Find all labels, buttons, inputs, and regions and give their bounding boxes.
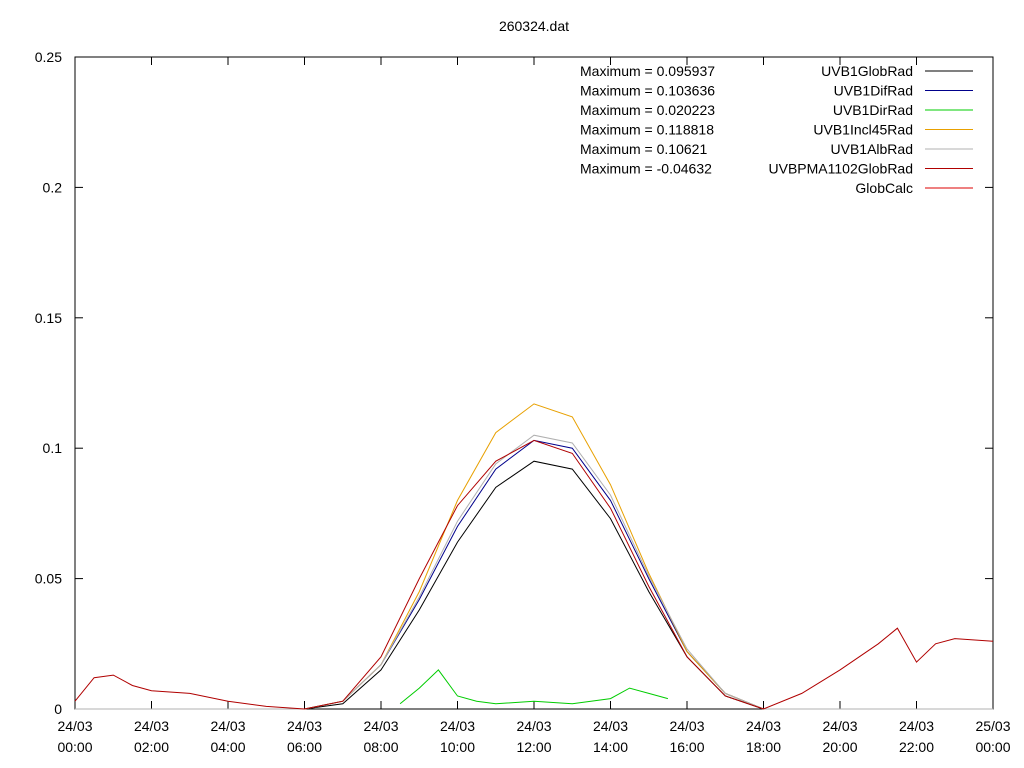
x-tick-label-date: 24/03	[593, 718, 628, 734]
series-line-uvbpma1102globrad	[74, 439, 994, 710]
legend-label: UVBPMA1102GlobRad	[769, 161, 913, 177]
series-line-uvb1dirrad	[399, 669, 669, 705]
chart-title: 260324.dat	[499, 18, 569, 34]
legend-label: UVB1AlbRad	[831, 141, 914, 157]
legend-label: UVB1DifRad	[834, 83, 913, 99]
legend: UVB1GlobRad UVB1DifRad UVB1DirRad UVB1Incl4…	[769, 63, 973, 196]
legend-label: UVB1DirRad	[833, 102, 913, 118]
y-tick-label: 0.2	[43, 179, 63, 195]
x-tick-label-time: 16:00	[669, 739, 704, 755]
max-annotations: Maximum = 0.095937 Maximum = 0.103636 Maxi…	[580, 63, 715, 177]
x-tick-label-date: 24/03	[516, 718, 551, 734]
x-tick-label-time: 08:00	[363, 739, 398, 755]
x-tick-label-date: 24/03	[899, 718, 934, 734]
x-tick-label-date: 24/03	[669, 718, 704, 734]
legend-label: UVB1Incl45Rad	[813, 122, 913, 138]
x-tick-label-time: 02:00	[134, 739, 169, 755]
series-line-uvb1difrad	[75, 439, 993, 710]
x-tick-label-time: 06:00	[287, 739, 322, 755]
x-tick-label-time: 20:00	[822, 739, 857, 755]
x-tick-label-time: 10:00	[440, 739, 475, 755]
max-annotation: Maximum = 0.118818	[580, 122, 714, 138]
x-tick-label-date: 24/03	[287, 718, 322, 734]
x-tick-label-date: 24/03	[210, 718, 245, 734]
series-layer	[74, 403, 994, 710]
x-tick-label-date: 25/03	[975, 718, 1010, 734]
y-tick-label: 0.15	[35, 310, 62, 326]
max-annotation: Maximum = 0.10621	[580, 141, 707, 157]
x-tick-label-time: 04:00	[210, 739, 245, 755]
series-line-uvb1incl45rad	[75, 403, 993, 710]
max-annotation: Maximum = 0.095937	[580, 63, 715, 79]
y-tick-label: 0.1	[43, 440, 63, 456]
max-annotation: Maximum = 0.103636	[580, 83, 715, 99]
series-line-uvb1globrad	[75, 460, 993, 710]
x-tick-label-time: 22:00	[899, 739, 934, 755]
x-tick-label-date: 24/03	[57, 718, 92, 734]
max-annotation: Maximum = 0.020223	[580, 102, 715, 118]
x-axis: 24/03 00:00 24/03 02:00 24/03 04:00 24/03 06:00…	[57, 57, 1011, 755]
y-axis: 0 0.05 0.1 0.15 0.2 0.25	[35, 49, 993, 717]
max-annotation: Maximum = -0.04632	[580, 161, 712, 177]
y-tick-label: 0	[54, 701, 62, 717]
series-line-uvb1albrad	[75, 434, 993, 710]
y-tick-label: 0.25	[35, 49, 62, 65]
x-tick-label-time: 00:00	[57, 739, 92, 755]
x-tick-label-time: 00:00	[975, 739, 1010, 755]
legend-label: UVB1GlobRad	[821, 63, 913, 79]
y-tick-label: 0.05	[35, 571, 62, 587]
x-tick-label-date: 24/03	[363, 718, 398, 734]
x-tick-label-date: 24/03	[746, 718, 781, 734]
x-tick-label-time: 12:00	[516, 739, 551, 755]
x-tick-label-time: 14:00	[593, 739, 628, 755]
legend-label: GlobCalc	[855, 180, 913, 196]
x-tick-label-time: 18:00	[746, 739, 781, 755]
x-tick-label-date: 24/03	[440, 718, 475, 734]
x-tick-label-date: 24/03	[822, 718, 857, 734]
x-tick-label-date: 24/03	[134, 718, 169, 734]
